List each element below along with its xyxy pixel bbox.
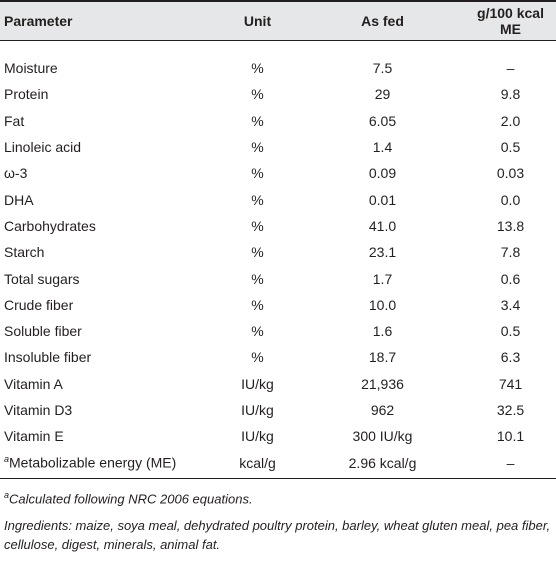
table-cell: 1.4	[372, 139, 393, 156]
table-cell: Vitamin E	[4, 428, 64, 445]
table-cell: %	[251, 296, 264, 313]
table-cell: 9.8	[500, 86, 521, 103]
table-cell: Carbohydrates	[4, 217, 96, 234]
table-cell: Vitamin A	[4, 375, 63, 392]
table-cell: %	[251, 191, 264, 208]
table-cell: 1.7	[372, 270, 393, 287]
table-cell: %	[251, 270, 264, 287]
table-cell: 29	[374, 86, 391, 103]
table-cell: IU/kg	[241, 428, 274, 445]
table-cell: 13.8	[496, 217, 525, 234]
table-cell: 2.0	[500, 112, 521, 129]
table-cell: Vitamin D3	[4, 402, 73, 418]
table-row: Total sugars% 1.7 0.6	[0, 265, 556, 291]
table-cell: 0.0	[500, 191, 521, 208]
cell-text: Metabolizable energy (ME)	[9, 454, 177, 471]
table-row: Vitamin E IU/kg 300 IU/kg 10.1	[0, 423, 556, 449]
table-cell: 7.5	[372, 60, 393, 77]
header-cell: As fed	[300, 0, 465, 41]
table-row: Soluble fiber% 1.6 0.5	[0, 318, 556, 344]
table-cell: 21,936	[361, 375, 404, 392]
table-row: Protein% 29 9.8	[0, 81, 556, 107]
table-cell: 2.96 kcal/g	[300, 449, 465, 479]
table-cell: 41.0	[368, 217, 397, 234]
table-cell: 6.05	[368, 112, 397, 129]
table-row: DHA% 0.01 0.0	[0, 186, 556, 212]
table-cell: –	[506, 60, 515, 77]
table-cell: 3.4	[500, 296, 521, 313]
table-cell: 7.8	[500, 244, 521, 261]
table-cell: %	[251, 139, 264, 156]
table-row: Vitamin D3 IU/kg 962 32.5	[0, 397, 556, 423]
table-cell: %	[251, 86, 264, 103]
header-cell: Unit	[215, 0, 300, 41]
table-cell: 10.1	[496, 428, 525, 445]
table-cell: 18.7	[368, 349, 397, 366]
table-row: Linoleic acid% 1.4 0.5	[0, 134, 556, 160]
table-cell: aMetabolizable energy (ME)	[0, 449, 215, 479]
table-cell: %	[251, 349, 264, 366]
table-cell: Total sugars	[4, 270, 80, 287]
table-cell: IU/kg	[241, 375, 274, 392]
ingredients: Ingredients: maize, soya meal, dehydrate…	[4, 518, 551, 553]
table-cell: %	[251, 165, 264, 182]
table-cell: Crude fiber	[4, 296, 74, 313]
table-cell: 10.0	[368, 296, 397, 313]
table-cell: kcal/g	[215, 449, 300, 479]
table-cell: %	[251, 60, 264, 77]
table-cell: Starch	[4, 244, 45, 261]
table-cell: 0.01	[368, 191, 397, 208]
table-row: Vitamin A IU/kg 21,936 741	[0, 371, 556, 397]
footnote-text: Calculated following NRC 2006 equations.	[9, 491, 253, 507]
table-row: Carbohydrates% 41.0 13.8	[0, 213, 556, 239]
table-cell: 300 IU/kg	[352, 428, 413, 445]
table-row: Starch% 23.1 7.8	[0, 239, 556, 265]
table-row: Crude fiber% 10.0 3.4	[0, 292, 556, 318]
table-row: Fat% 6.05 2.0	[0, 108, 556, 134]
table-cell: 962	[370, 402, 395, 418]
table-row: aMetabolizable energy (ME) kcal/g 2.96 kca…	[0, 449, 556, 479]
table-cell: 0.6	[500, 270, 521, 287]
table-row: Moisture% 7.5 –	[0, 41, 556, 82]
table-cell: %	[251, 112, 264, 129]
table-cell: ω-3	[4, 165, 28, 182]
table-cell: 0.5	[500, 139, 521, 156]
table-cell: 32.5	[496, 402, 525, 418]
table-cell: Insoluble fiber	[4, 349, 92, 366]
table-cell: 741	[498, 375, 523, 392]
table-cell: IU/kg	[241, 402, 274, 418]
table-cell: %	[251, 323, 264, 340]
header-cell: Parameter	[0, 0, 215, 41]
table-row: Insoluble fiber% 18.7 6.3	[0, 344, 556, 370]
table-cell: 0.5	[500, 323, 521, 340]
table-cell: 23.1	[368, 244, 397, 261]
table-cell: Protein	[4, 86, 49, 103]
header-cell: g/100 kcal ME	[465, 0, 556, 41]
table-cell: 0.09	[368, 165, 397, 182]
table-cell: DHA	[4, 191, 34, 208]
table-cell: –	[465, 449, 556, 479]
header-row: Parameter Unit As fed g/100 kcal ME	[0, 0, 556, 41]
table-cell: Moisture	[4, 60, 58, 77]
table-cell: Linoleic acid	[4, 139, 82, 156]
table-cell: 0.03	[496, 165, 525, 182]
table-cell: %	[251, 244, 264, 261]
table-cell: Soluble fiber	[4, 323, 82, 340]
table-cell: 6.3	[500, 349, 521, 366]
table-row: ω-3% 0.09 0.03	[0, 160, 556, 186]
footnote-mark: a	[4, 490, 10, 500]
data-table: Parameter Unit As fed g/100 kcal ME Moistur…	[0, 0, 556, 479]
table-cell: Fat	[4, 112, 25, 129]
footnote: aCalculated following NRC 2006 equations…	[4, 486, 552, 508]
table-cell: 1.6	[372, 323, 393, 340]
footnote-mark: a	[4, 454, 10, 465]
table-cell: %	[251, 217, 264, 234]
notes: aCalculated following NRC 2006 equations…	[4, 486, 552, 562]
